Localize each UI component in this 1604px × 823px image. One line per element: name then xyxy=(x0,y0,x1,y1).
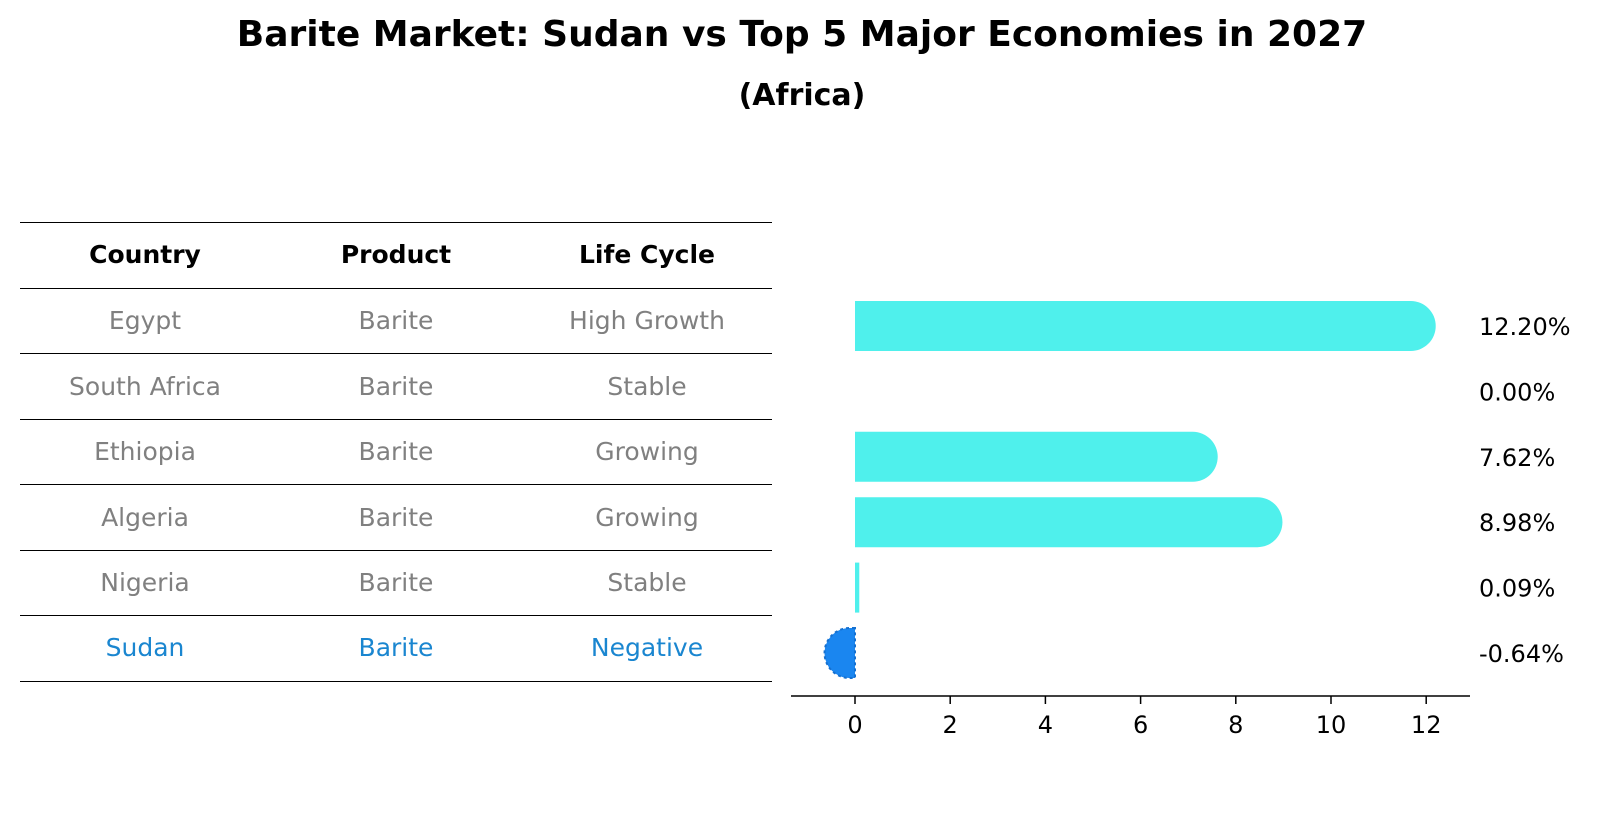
table-cell-product: Barite xyxy=(358,568,434,597)
table-rule xyxy=(20,550,772,551)
x-tick-label: 6 xyxy=(1133,711,1148,739)
table-cell-product: Barite xyxy=(358,306,434,335)
x-tick-label: 12 xyxy=(1411,711,1442,739)
bar-value-label: 0.09% xyxy=(1479,575,1555,603)
table-cell-product: Barite xyxy=(358,503,434,532)
table-rule xyxy=(20,288,772,289)
column-header-product: Product xyxy=(340,240,452,269)
x-tick-label: 4 xyxy=(1038,711,1053,739)
table-rule xyxy=(20,419,772,420)
table-cell-product-highlight: Barite xyxy=(358,633,434,662)
table-rule xyxy=(20,484,772,485)
table-rule xyxy=(20,615,772,616)
bar xyxy=(855,562,860,613)
bar-highlight xyxy=(823,627,856,679)
bar xyxy=(855,497,1283,548)
x-tick-label: 0 xyxy=(847,711,862,739)
table-rule xyxy=(20,681,772,682)
table-rule xyxy=(20,222,772,223)
bar-value-label: 12.20% xyxy=(1479,313,1571,341)
chart-subtitle: (Africa) xyxy=(738,78,866,113)
x-tick-label: 8 xyxy=(1228,711,1243,739)
table-cell-product: Barite xyxy=(358,437,434,466)
table-cell-life-cycle-highlight: Negative xyxy=(590,633,704,662)
x-tick-label: 2 xyxy=(943,711,958,739)
table-cell-country-highlight: Sudan xyxy=(105,633,185,662)
table-cell-life-cycle: Growing xyxy=(595,437,699,466)
table-cell-product: Barite xyxy=(358,372,434,401)
table-cell-country: South Africa xyxy=(69,372,221,401)
table-rule xyxy=(20,353,772,354)
bar-value-label: -0.64% xyxy=(1479,640,1564,668)
table-cell-country: Algeria xyxy=(101,503,189,532)
table-cell-country: Nigeria xyxy=(100,568,190,597)
chart-title: Barite Market: Sudan vs Top 5 Major Econ… xyxy=(236,14,1368,55)
x-tick-label: 10 xyxy=(1316,711,1347,739)
bar xyxy=(855,301,1436,351)
table-cell-country: Ethiopia xyxy=(94,437,196,466)
column-header-country: Country xyxy=(89,240,201,269)
column-header-life-cycle: Life Cycle xyxy=(578,240,716,269)
table-cell-country: Egypt xyxy=(108,306,182,335)
bar xyxy=(855,431,1218,482)
bar-value-label: 8.98% xyxy=(1479,509,1555,537)
bar-value-label: 0.00% xyxy=(1479,378,1555,406)
bar-value-label: 7.62% xyxy=(1479,444,1555,472)
table-cell-life-cycle: Stable xyxy=(607,568,687,597)
table-cell-life-cycle: Stable xyxy=(607,372,687,401)
table-cell-life-cycle: High Growth xyxy=(569,306,725,335)
table-cell-life-cycle: Growing xyxy=(595,503,699,532)
